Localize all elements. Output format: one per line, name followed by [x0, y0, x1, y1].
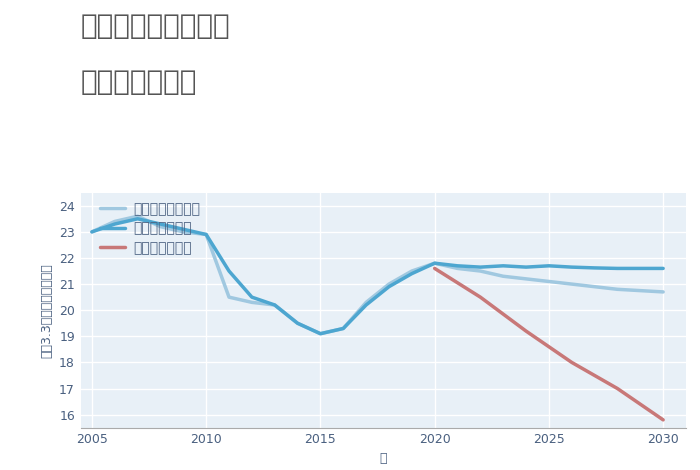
グッドシナリオ	[568, 264, 576, 270]
Y-axis label: 坪（3.3㎡）単価（万円）: 坪（3.3㎡）単価（万円）	[41, 263, 53, 358]
グッドシナリオ	[407, 271, 416, 276]
ノーマルシナリオ	[362, 299, 370, 305]
ノーマルシナリオ	[454, 266, 462, 271]
ノーマルシナリオ	[316, 331, 325, 337]
ノーマルシナリオ	[590, 284, 598, 290]
ノーマルシナリオ	[225, 294, 233, 300]
バッドシナリオ	[659, 417, 667, 423]
グッドシナリオ	[636, 266, 645, 271]
グッドシナリオ	[659, 266, 667, 271]
グッドシナリオ	[225, 268, 233, 274]
ノーマルシナリオ	[499, 274, 508, 279]
グッドシナリオ	[88, 229, 96, 235]
グッドシナリオ	[545, 263, 553, 269]
X-axis label: 年: 年	[379, 452, 387, 465]
ノーマルシナリオ	[659, 289, 667, 295]
グッドシナリオ	[270, 302, 279, 308]
ノーマルシナリオ	[430, 260, 439, 266]
ノーマルシナリオ	[270, 302, 279, 308]
バッドシナリオ	[522, 328, 531, 334]
グッドシナリオ	[202, 232, 211, 237]
グッドシナリオ	[522, 264, 531, 270]
バッドシナリオ	[568, 360, 576, 365]
ノーマルシナリオ	[568, 281, 576, 287]
グッドシナリオ	[362, 302, 370, 308]
グッドシナリオ	[499, 263, 508, 269]
ノーマルシナリオ	[134, 213, 142, 219]
グッドシナリオ	[316, 331, 325, 337]
グッドシナリオ	[179, 227, 188, 232]
ノーマルシナリオ	[545, 279, 553, 284]
グッドシナリオ	[134, 216, 142, 222]
Line: グッドシナリオ: グッドシナリオ	[92, 219, 663, 334]
ノーマルシナリオ	[407, 268, 416, 274]
グッドシナリオ	[454, 263, 462, 269]
ノーマルシナリオ	[202, 232, 211, 237]
バッドシナリオ	[430, 266, 439, 271]
ノーマルシナリオ	[636, 288, 645, 293]
Line: バッドシナリオ: バッドシナリオ	[435, 268, 663, 420]
Text: 土地の価格推移: 土地の価格推移	[80, 68, 197, 96]
Legend: ノーマルシナリオ, グッドシナリオ, バッドシナリオ: ノーマルシナリオ, グッドシナリオ, バッドシナリオ	[99, 202, 200, 255]
グッドシナリオ	[385, 284, 393, 290]
グッドシナリオ	[248, 294, 256, 300]
ノーマルシナリオ	[385, 281, 393, 287]
グッドシナリオ	[111, 221, 119, 227]
バッドシナリオ	[613, 386, 622, 392]
Line: ノーマルシナリオ: ノーマルシナリオ	[92, 216, 663, 334]
ノーマルシナリオ	[248, 299, 256, 305]
ノーマルシナリオ	[339, 326, 347, 331]
グッドシナリオ	[293, 321, 302, 326]
ノーマルシナリオ	[293, 321, 302, 326]
グッドシナリオ	[430, 260, 439, 266]
グッドシナリオ	[476, 264, 484, 270]
ノーマルシナリオ	[476, 268, 484, 274]
ノーマルシナリオ	[156, 224, 164, 229]
ノーマルシナリオ	[522, 276, 531, 282]
グッドシナリオ	[590, 265, 598, 271]
ノーマルシナリオ	[88, 229, 96, 235]
ノーマルシナリオ	[613, 287, 622, 292]
グッドシナリオ	[339, 326, 347, 331]
Text: 奈良県桜井市高家の: 奈良県桜井市高家の	[80, 12, 230, 40]
バッドシナリオ	[476, 294, 484, 300]
ノーマルシナリオ	[111, 219, 119, 224]
グッドシナリオ	[613, 266, 622, 271]
ノーマルシナリオ	[179, 229, 188, 235]
グッドシナリオ	[156, 221, 164, 227]
